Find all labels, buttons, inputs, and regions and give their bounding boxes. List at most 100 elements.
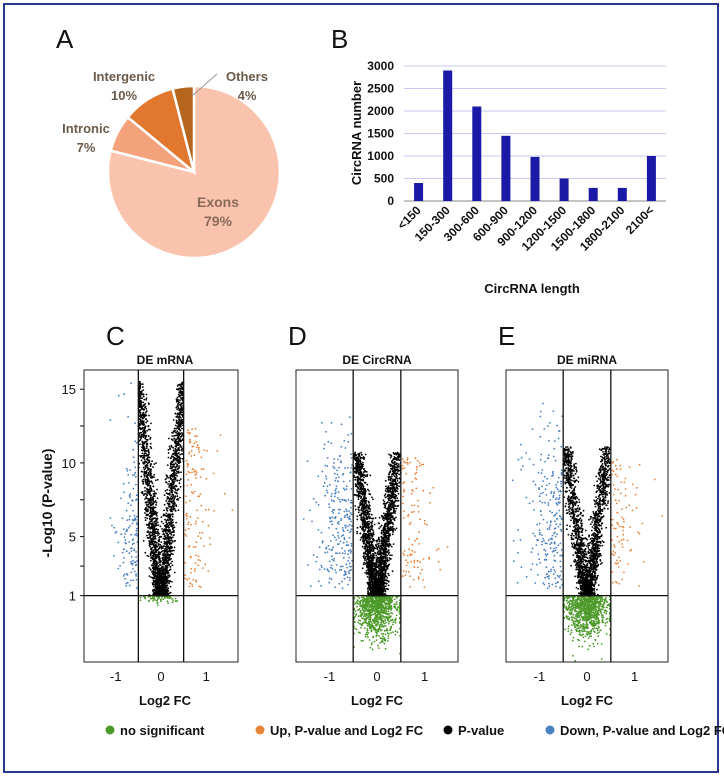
volcano-point-p-value	[144, 467, 147, 470]
volcano-point-p-value	[170, 542, 173, 545]
volcano-point-not-significant	[354, 615, 356, 618]
volcano-point-p-value	[174, 439, 177, 442]
volcano-point-not-significant	[370, 611, 373, 613]
volcano-ytick-label: 15	[62, 382, 76, 397]
volcano-point-up	[188, 545, 191, 547]
volcano-circrna: -1 0 1	[295, 369, 459, 684]
volcano-point-down	[125, 550, 128, 552]
volcano-point-p-value	[150, 500, 152, 502]
volcano-point-down	[132, 579, 135, 582]
volcano-point-not-significant	[367, 632, 370, 634]
volcano-point-p-value	[153, 533, 156, 536]
volcano-point-p-value	[180, 418, 183, 421]
volcano-point-p-value	[181, 402, 184, 405]
volcano-point-p-value	[138, 403, 141, 406]
volcano-point-not-significant	[360, 623, 363, 626]
volcano-point-p-value	[175, 485, 178, 488]
volcano-point-p-value	[165, 542, 168, 545]
volcano-point-p-value	[153, 474, 156, 476]
volcano-point-p-value	[167, 558, 170, 560]
volcano-point-p-value	[165, 515, 168, 518]
volcano-point-p-value	[166, 492, 169, 495]
volcano-point-p-value	[142, 483, 145, 485]
volcano-point-p-value	[179, 404, 182, 407]
bar	[559, 178, 569, 201]
volcano-point-p-value	[163, 572, 166, 574]
volcano-point-p-value	[156, 541, 158, 544]
volcano-point-up	[219, 434, 222, 436]
volcano-point-down	[129, 496, 131, 498]
bar	[617, 187, 627, 201]
volcano-point-p-value	[166, 557, 169, 560]
volcano-point-p-value	[149, 526, 152, 529]
volcano-point-down	[134, 422, 137, 425]
volcano-point-up	[195, 471, 198, 473]
volcano-point-up	[190, 523, 192, 526]
volcano-point-up	[184, 529, 187, 531]
volcano-point-down	[111, 524, 113, 527]
volcano-point-up	[191, 468, 194, 470]
pie-leader-line	[191, 73, 218, 97]
volcano-point-p-value	[144, 405, 147, 408]
volcano-point-p-value	[379, 525, 382, 528]
volcano-point-p-value	[142, 466, 145, 469]
volcano-point-p-value	[140, 433, 143, 436]
volcano-point-down	[136, 560, 139, 562]
volcano-point-p-value	[158, 546, 161, 549]
volcano-point-down	[134, 466, 137, 469]
volcano-point-up	[207, 508, 210, 511]
volcano-point-p-value	[160, 572, 162, 575]
volcano-point-not-significant	[383, 601, 386, 604]
volcano-point-p-value	[149, 520, 152, 523]
volcano-point-not-significant	[171, 598, 174, 600]
volcano-point-p-value	[180, 435, 182, 438]
volcano-point-p-value	[148, 502, 151, 505]
volcano-point-p-value	[173, 549, 175, 552]
volcano-point-p-value	[170, 488, 173, 491]
volcano-point-p-value	[170, 438, 173, 441]
volcano-point-p-value	[157, 534, 159, 537]
volcano-point-p-value	[176, 468, 179, 470]
volcano-point-up	[194, 568, 197, 570]
volcano-point-down	[135, 522, 138, 524]
volcano-point-down	[122, 575, 125, 577]
volcano-point-up	[197, 495, 200, 498]
volcano-point-p-value	[139, 415, 142, 417]
volcano-point-p-value	[166, 548, 168, 551]
volcano-point-p-value	[169, 457, 172, 460]
volcano-point-p-value	[174, 509, 177, 512]
volcano-point-not-significant	[390, 600, 393, 603]
volcano-point-p-value	[144, 512, 146, 514]
volcano-point-up	[194, 427, 197, 430]
volcano-point-up	[196, 435, 198, 438]
volcano-point-p-value	[156, 497, 159, 500]
volcano-point-up	[185, 473, 188, 476]
volcano-point-not-significant	[376, 618, 379, 621]
volcano-point-down	[136, 515, 138, 518]
volcano-point-p-value	[148, 480, 151, 483]
volcano-point-p-value	[180, 471, 182, 474]
volcano-point-p-value	[145, 397, 148, 399]
panel-letter-c: C	[106, 321, 125, 351]
volcano-point-p-value	[153, 541, 156, 544]
volcano-point-p-value	[164, 574, 167, 577]
volcano-point-p-value	[148, 575, 151, 577]
volcano-point-p-value	[178, 449, 181, 452]
volcano-point-p-value	[149, 511, 152, 514]
volcano-point-p-value	[159, 567, 162, 570]
volcano-point-p-value	[171, 518, 174, 521]
volcano-point-not-significant	[370, 625, 373, 628]
volcano-point-p-value	[169, 505, 171, 508]
volcano-point-up	[185, 517, 188, 520]
volcano-point-p-value	[175, 454, 178, 456]
volcano-point-not-significant	[387, 623, 390, 625]
volcano-point-not-significant	[382, 635, 384, 638]
volcano-point-not-significant	[361, 596, 364, 599]
volcano-point-not-significant	[358, 608, 361, 610]
volcano-point-p-value	[156, 511, 158, 514]
volcano-point-p-value	[146, 536, 149, 539]
volcano-point-p-value	[150, 463, 153, 465]
volcano-point-down	[122, 561, 125, 564]
volcano-point-not-significant	[139, 599, 142, 602]
volcano-point-p-value	[153, 570, 156, 573]
